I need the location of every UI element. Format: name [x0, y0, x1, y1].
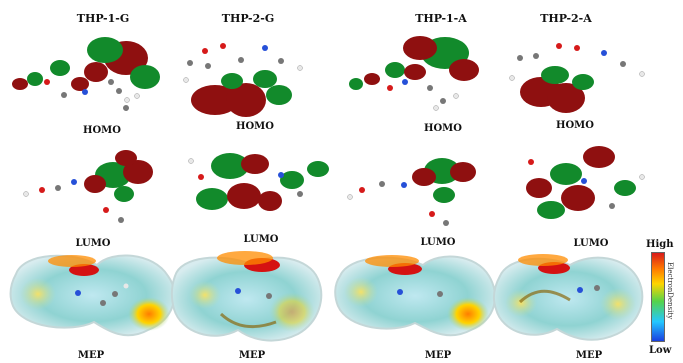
legend-high-label: High: [646, 239, 674, 250]
lumo-thp-2-a: [526, 146, 645, 219]
row-label-lumo-4: LUMO: [573, 238, 609, 249]
homo-thp-2-g: [183, 43, 303, 117]
lumo-thp-1-g: [23, 150, 153, 223]
legend-side-label: ElectronDensity: [666, 262, 674, 320]
row-label-mep-1: MEP: [77, 350, 105, 361]
row-label-lumo-3: LUMO: [420, 237, 456, 248]
column-title-thp-2-a: THP-2-A: [540, 12, 592, 25]
row-label-mep-2: MEP: [238, 350, 266, 361]
row-label-lumo-2: LUMO: [243, 234, 279, 245]
legend-low-label: Low: [649, 345, 672, 356]
row-label-homo-4: HOMO: [556, 120, 594, 131]
row-label-mep-3: MEP: [424, 350, 452, 361]
lumo-thp-1-a: [347, 158, 476, 226]
homo-thp-2-a: [509, 43, 645, 113]
row-label-mep-4: MEP: [575, 350, 603, 361]
lumo-thp-2-g: [188, 153, 329, 211]
homo-thp-1-g: [12, 37, 160, 111]
row-label-lumo-1: LUMO: [75, 238, 111, 249]
column-title-thp-2-g: THP-2-G: [221, 12, 275, 25]
row-label-homo-1: HOMO: [83, 125, 121, 136]
mep-thp-2-a: [492, 254, 644, 341]
mep-thp-1-a: [334, 255, 496, 337]
mep-thp-2-g: [170, 251, 323, 342]
homo-thp-1-a: [349, 36, 479, 111]
column-title-thp-1-g: THP-1-G: [76, 12, 130, 25]
row-label-homo-2: HOMO: [236, 121, 274, 132]
mep-thp-1-g: [9, 254, 176, 337]
electron-density-scale: [651, 252, 665, 342]
column-title-thp-1-a: THP-1-A: [415, 12, 467, 25]
row-label-homo-3: HOMO: [424, 123, 462, 134]
